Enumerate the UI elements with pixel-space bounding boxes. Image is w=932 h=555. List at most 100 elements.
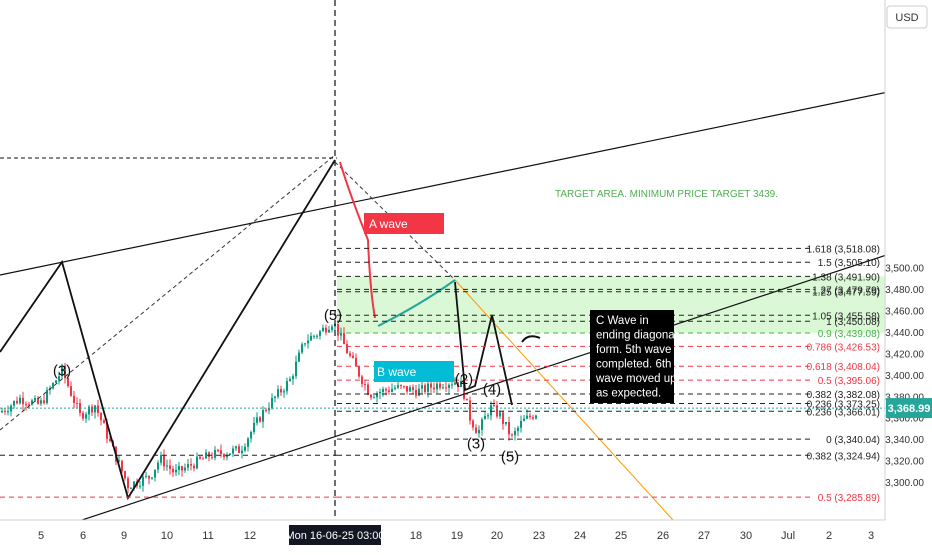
candle-body bbox=[424, 385, 426, 392]
candle-body bbox=[304, 343, 306, 345]
candle-body bbox=[523, 418, 525, 421]
candle-body bbox=[223, 454, 225, 458]
currency-button[interactable] bbox=[886, 5, 928, 29]
candle-body bbox=[34, 398, 36, 401]
candle-body bbox=[31, 400, 33, 405]
candle-body bbox=[193, 465, 195, 469]
candle-body bbox=[301, 344, 303, 353]
wave-note-line: form. 5th wave bbox=[596, 344, 671, 356]
fib-level-label: 0.236 (3,366.01) bbox=[807, 407, 880, 418]
candle-body bbox=[172, 468, 174, 473]
candle-body bbox=[160, 455, 162, 463]
candle-body bbox=[202, 458, 204, 460]
candle-body bbox=[376, 393, 378, 398]
upper-channel-line bbox=[0, 82, 932, 276]
candle-body bbox=[127, 478, 129, 489]
y-tick-label: 3,460.00 bbox=[885, 307, 924, 318]
candle-body bbox=[352, 355, 354, 358]
candle-body bbox=[10, 405, 12, 412]
candle-body bbox=[349, 353, 351, 356]
candle-body bbox=[283, 391, 285, 393]
b-wave-box bbox=[374, 361, 454, 382]
candle-body bbox=[493, 405, 495, 407]
wave-label: (4) bbox=[483, 381, 501, 398]
candle-body bbox=[109, 438, 111, 441]
candle-body bbox=[58, 376, 60, 381]
candle-body bbox=[490, 405, 492, 416]
candle-body bbox=[157, 462, 159, 470]
candle-body bbox=[463, 381, 465, 399]
candle-body bbox=[250, 432, 252, 439]
candle-body bbox=[481, 419, 483, 430]
fib-level-label: 0.236 (3,373.25) bbox=[807, 400, 880, 411]
candle-body bbox=[457, 382, 459, 388]
x-tick-label: 30 bbox=[740, 530, 752, 542]
elliott-wave-path bbox=[0, 159, 336, 501]
candle-body bbox=[526, 415, 528, 419]
candle-body bbox=[445, 387, 447, 389]
x-tick-label: 18 bbox=[410, 530, 422, 542]
candle-body bbox=[73, 395, 75, 404]
x-tick-label: 2 bbox=[826, 530, 832, 542]
candle-body bbox=[208, 452, 210, 457]
lower-channel-line bbox=[0, 239, 932, 548]
candle-body bbox=[517, 427, 519, 432]
wave-label: (5) bbox=[324, 307, 342, 324]
candle-body bbox=[199, 456, 201, 459]
candle-body bbox=[505, 421, 507, 424]
candle-body bbox=[358, 366, 360, 377]
y-tick-label: 3,440.00 bbox=[885, 328, 924, 339]
candle-body bbox=[133, 481, 135, 488]
candle-body bbox=[274, 396, 276, 398]
fib-level-label: 0.618 (3,408.04) bbox=[807, 362, 880, 373]
candle-body bbox=[388, 390, 390, 392]
candle-body bbox=[433, 387, 435, 390]
a-wave-box bbox=[364, 213, 444, 234]
y-tick-label: 3,480.00 bbox=[885, 285, 924, 296]
b-wave-label: B wave bbox=[377, 365, 417, 379]
y-tick-label: 3,340.00 bbox=[885, 435, 924, 446]
candle-body bbox=[454, 382, 456, 385]
crosshair-time-box bbox=[289, 525, 381, 545]
x-tick-label: 9 bbox=[121, 530, 127, 542]
candle-body bbox=[385, 388, 387, 391]
wave-note-line: completed. 6th bbox=[596, 359, 671, 371]
candle-body bbox=[163, 455, 165, 467]
candle-body bbox=[166, 465, 168, 467]
candle-body bbox=[367, 384, 369, 395]
candle-body bbox=[76, 403, 78, 405]
candle-body bbox=[403, 386, 405, 388]
candle-body bbox=[259, 417, 261, 422]
candle-body bbox=[214, 449, 216, 458]
candle-body bbox=[382, 388, 384, 392]
candle-body bbox=[64, 365, 66, 379]
candle-body bbox=[253, 422, 255, 433]
candle-body bbox=[430, 383, 432, 388]
candle-body bbox=[67, 378, 69, 387]
candle-body bbox=[421, 385, 423, 389]
candle-body bbox=[340, 333, 342, 336]
x-tick-label: 5 bbox=[38, 530, 44, 542]
x-tick-label: 23 bbox=[533, 530, 545, 542]
fib-level-label: 1 (3,450.08) bbox=[826, 317, 880, 328]
candle-body bbox=[145, 475, 147, 477]
candle-body bbox=[211, 456, 213, 458]
candle-body bbox=[328, 329, 330, 333]
candle-body bbox=[100, 412, 102, 421]
time-axis-background bbox=[0, 520, 932, 550]
candle-body bbox=[313, 335, 315, 337]
last-price-tag bbox=[886, 398, 932, 419]
candle-body bbox=[511, 434, 513, 436]
candle-body bbox=[7, 411, 9, 413]
candle-body bbox=[316, 335, 318, 337]
candle-body bbox=[292, 376, 294, 380]
candle-body bbox=[43, 400, 45, 404]
candle-body bbox=[391, 388, 393, 392]
fib-level-label: 1.618 (3,518.08) bbox=[807, 244, 880, 255]
y-tick-label: 3,360.00 bbox=[885, 414, 924, 425]
candle-body bbox=[229, 453, 231, 455]
price-axis-background bbox=[885, 0, 932, 550]
x-tick-label: 26 bbox=[657, 530, 669, 542]
